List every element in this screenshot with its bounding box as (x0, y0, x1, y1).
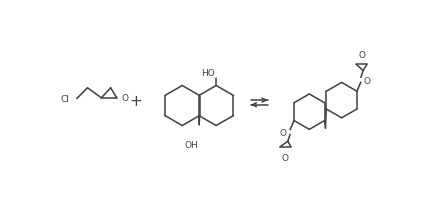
Text: O: O (364, 77, 371, 86)
Text: HO: HO (201, 69, 214, 78)
Text: O: O (282, 153, 289, 162)
Text: Cl: Cl (61, 95, 70, 104)
Text: O: O (121, 94, 129, 103)
Text: OH: OH (185, 141, 198, 150)
Text: +: + (129, 93, 142, 108)
Text: O: O (279, 128, 286, 137)
Text: O: O (358, 51, 365, 60)
